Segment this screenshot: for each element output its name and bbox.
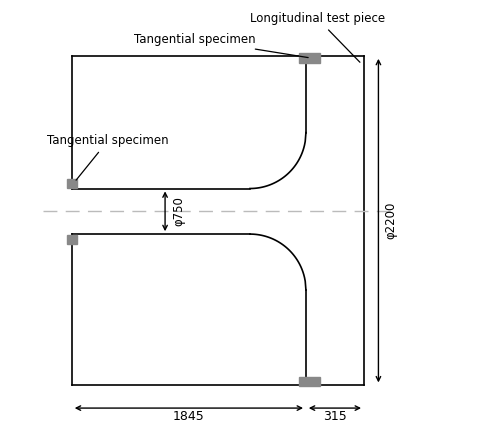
Bar: [299, 54, 320, 63]
Bar: [67, 235, 76, 244]
Text: 315: 315: [323, 410, 347, 423]
Bar: [67, 178, 76, 188]
Bar: [299, 377, 320, 386]
Text: φ750: φ750: [172, 196, 186, 226]
Text: φ2200: φ2200: [384, 202, 398, 239]
Text: 1845: 1845: [173, 410, 205, 423]
Text: Tangential specimen: Tangential specimen: [47, 134, 168, 180]
Text: Longitudinal test piece: Longitudinal test piece: [250, 12, 385, 62]
Text: Tangential specimen: Tangential specimen: [134, 33, 308, 57]
